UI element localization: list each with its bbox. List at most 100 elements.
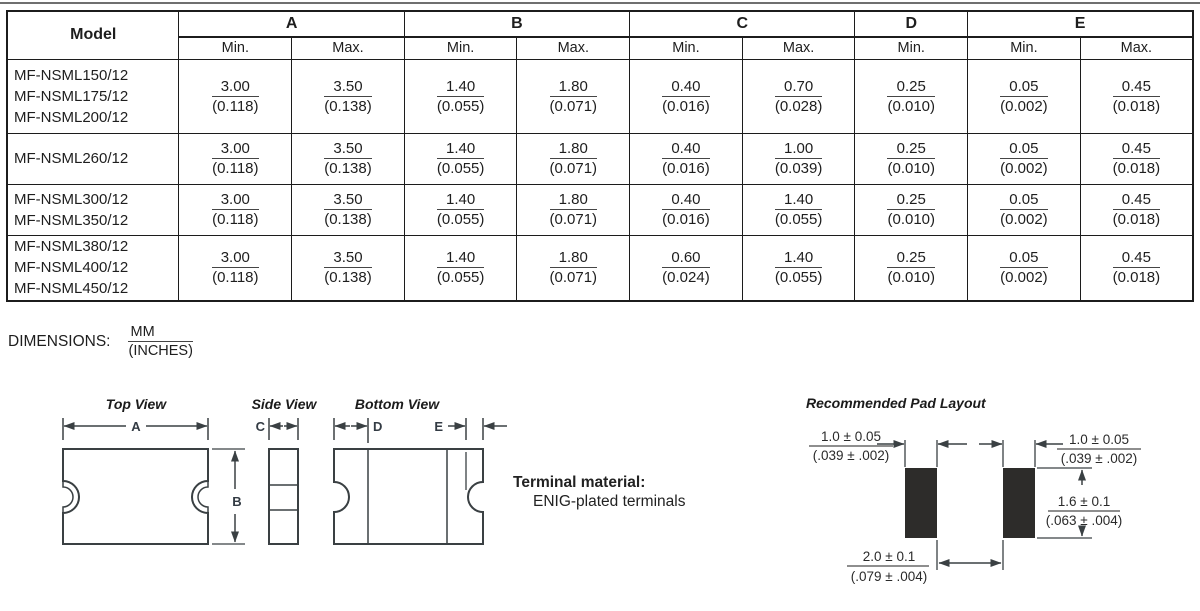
column-group-e: E xyxy=(967,10,1194,38)
value-cell: 1.40 (0.055) xyxy=(403,58,518,134)
model-name: MF-NSML450/12 xyxy=(14,280,129,298)
value-cell: 0.05 (0.002) xyxy=(967,132,1081,185)
value-cell: 3.00 (0.118) xyxy=(178,183,293,236)
subheader-e-min: Min. xyxy=(967,36,1081,60)
terminal-material-value: ENIG-plated terminals xyxy=(533,493,686,510)
value-cell: 0.45 (0.018) xyxy=(1079,58,1194,134)
value-cell: 0.45 (0.018) xyxy=(1079,183,1194,236)
value-cell: 1.40 (0.055) xyxy=(403,234,518,302)
side-view-title: Side View xyxy=(252,396,318,412)
table-row: MF-NSML150/12 MF-NSML175/12 MF-NSML200/1… xyxy=(6,58,1194,134)
dim-label-a: A xyxy=(131,419,141,434)
table-row: MF-NSML260/12 3.00 (0.118) 3.50 (0.138) 1.… xyxy=(6,132,1194,185)
pad-layout-title: Recommended Pad Layout xyxy=(806,395,987,411)
model-name: MF-NSML300/12 xyxy=(14,190,129,208)
top-view-title: Top View xyxy=(106,396,168,412)
units-mm: MM xyxy=(128,324,193,342)
value-cell: 0.25 (0.010) xyxy=(854,58,969,134)
pad-height-in: (.063 ± .004) xyxy=(1046,513,1122,528)
value-cell: 0.05 (0.002) xyxy=(967,183,1081,236)
value-cell: 0.45 (0.018) xyxy=(1079,132,1194,185)
value-cell: 0.25 (0.010) xyxy=(854,183,969,236)
dim-label-b: B xyxy=(232,494,241,509)
model-cell: MF-NSML380/12 MF-NSML400/12 MF-NSML450/1… xyxy=(6,234,180,302)
subheader-c-max: Max. xyxy=(741,36,856,60)
right-pad-width-in: (.039 ± .002) xyxy=(1061,451,1137,466)
dimensions-note-label: DIMENSIONS: xyxy=(8,332,111,350)
dimension-table: Model A B C D E Min. Max. Min. Max. Min.… xyxy=(6,10,1194,302)
subheader-d-min: Min. xyxy=(854,36,969,60)
top-view-drawing: Top View A B xyxy=(62,396,245,545)
value-cell: 1.80 (0.071) xyxy=(516,132,631,185)
left-pad xyxy=(905,468,937,538)
model-name: MF-NSML350/12 xyxy=(14,211,129,229)
value-cell: 3.00 (0.118) xyxy=(178,132,293,185)
bottom-view-drawing: Bottom View D E xyxy=(333,396,507,545)
pad-spacing-in: (.079 ± .004) xyxy=(851,569,927,584)
dim-label-e: E xyxy=(434,419,443,434)
side-view-body xyxy=(268,448,299,545)
value-cell: 1.00 (0.039) xyxy=(741,132,856,185)
column-group-c: C xyxy=(629,10,856,38)
pad-spacing-mm: 2.0 ± 0.1 xyxy=(863,549,915,564)
model-cell: MF-NSML150/12 MF-NSML175/12 MF-NSML200/1… xyxy=(6,58,180,134)
value-cell: 0.05 (0.002) xyxy=(967,234,1081,302)
value-cell: 1.40 (0.055) xyxy=(403,132,518,185)
model-name: MF-NSML150/12 xyxy=(14,66,129,84)
column-group-d: D xyxy=(854,10,969,38)
dimensions-note: DIMENSIONS: MM (INCHES) xyxy=(8,324,193,359)
value-cell: 3.50 (0.138) xyxy=(291,234,405,302)
page-top-rule xyxy=(0,2,1200,4)
value-cell: 0.40 (0.016) xyxy=(629,132,743,185)
value-cell: 1.40 (0.055) xyxy=(741,234,856,302)
left-pad-width-mm: 1.0 ± 0.05 xyxy=(821,429,881,444)
dim-label-d: D xyxy=(373,419,382,434)
value-cell: 3.50 (0.138) xyxy=(291,58,405,134)
value-cell: 3.50 (0.138) xyxy=(291,132,405,185)
dimensions-units-fraction: MM (INCHES) xyxy=(128,324,193,359)
pad-layout-drawing: Recommended Pad Layout 1.0 ± 0.05 (.039 … xyxy=(806,395,1141,584)
table-row: MF-NSML300/12 MF-NSML350/12 3.00 (0.118) … xyxy=(6,183,1194,236)
dim-label-c: C xyxy=(256,419,266,434)
value-cell: 0.40 (0.016) xyxy=(629,183,743,236)
left-terminal-notch xyxy=(62,480,80,514)
terminal-material-label: Terminal material: xyxy=(513,474,645,491)
value-cell: 1.40 (0.055) xyxy=(403,183,518,236)
model-cell: MF-NSML300/12 MF-NSML350/12 xyxy=(6,183,180,236)
value-cell: 0.05 (0.002) xyxy=(967,58,1081,134)
column-group-b: B xyxy=(403,10,631,38)
left-pad-width-in: (.039 ± .002) xyxy=(813,448,889,463)
right-pad xyxy=(1003,468,1035,538)
bottom-left-terminal xyxy=(333,448,369,545)
model-name: MF-NSML175/12 xyxy=(14,87,129,105)
value-cell: 1.80 (0.071) xyxy=(516,234,631,302)
value-cell: 1.80 (0.071) xyxy=(516,183,631,236)
right-terminal-notch xyxy=(191,480,209,514)
value-cell: 0.25 (0.010) xyxy=(854,234,969,302)
value-cell: 0.45 (0.018) xyxy=(1079,234,1194,302)
subheader-b-max: Max. xyxy=(516,36,631,60)
units-inches: (INCHES) xyxy=(128,343,193,359)
subheader-c-min: Min. xyxy=(629,36,743,60)
subheader-a-max: Max. xyxy=(291,36,405,60)
value-cell: 3.00 (0.118) xyxy=(178,58,293,134)
pad-height-mm: 1.6 ± 0.1 xyxy=(1058,494,1110,509)
side-view-drawing: Side View C xyxy=(252,396,318,545)
model-column-header: Model xyxy=(6,10,180,60)
side-view-core-band xyxy=(268,484,299,511)
model-name: MF-NSML260/12 xyxy=(14,150,129,167)
column-group-a: A xyxy=(178,10,405,38)
value-cell: 0.40 (0.016) xyxy=(629,58,743,134)
bottom-view-body xyxy=(333,448,484,545)
table-row: MF-NSML380/12 MF-NSML400/12 MF-NSML450/1… xyxy=(6,234,1194,302)
subheader-e-max: Max. xyxy=(1079,36,1194,60)
value-cell: 1.40 (0.055) xyxy=(741,183,856,236)
subheader-a-min: Min. xyxy=(178,36,293,60)
value-cell: 0.70 (0.028) xyxy=(741,58,856,134)
value-cell: 0.25 (0.010) xyxy=(854,132,969,185)
model-name: MF-NSML400/12 xyxy=(14,259,129,277)
terminal-material-note: Terminal material: ENIG-plated terminals xyxy=(513,474,686,510)
value-cell: 0.60 (0.024) xyxy=(629,234,743,302)
bottom-view-title: Bottom View xyxy=(355,396,440,412)
mechanical-drawings: Top View A B Side View C Bottom View D E xyxy=(62,395,1141,584)
